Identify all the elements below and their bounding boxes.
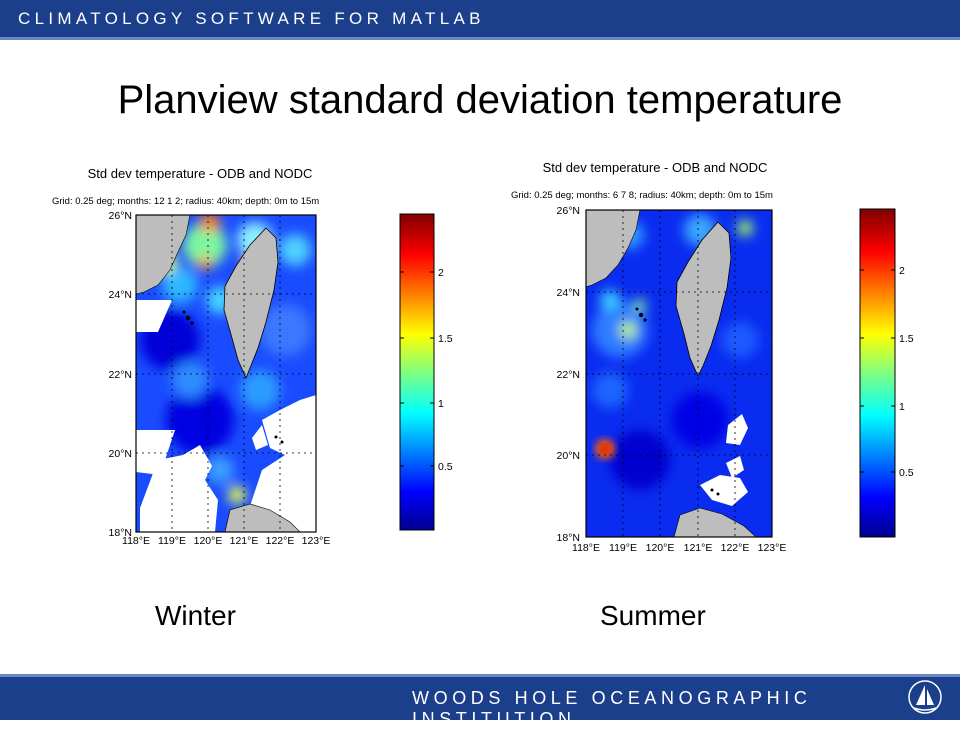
header-brand: CLIMATOLOGY SOFTWARE FOR MATLAB [18,9,485,28]
winter-map-frame [135,214,317,533]
summer-lon-label: 121°E [684,542,713,554]
winter-lat-label: 26°N [109,210,132,222]
summer-colorbar-tick: 1.5 [899,333,914,345]
summer-lat-label: 26°N [557,205,580,217]
summer-lat-label: 22°N [557,369,580,381]
summer-colorbar-tick: 2 [899,265,905,277]
summer-panel: Std dev temperature - ODB and NODC Grid:… [511,160,914,554]
winter-lat-label: 18°N [109,527,132,539]
winter-panel: Std dev temperature - ODB and NODC Grid:… [52,166,453,547]
summer-lon-label: 120°E [646,542,675,554]
winter-lat-label: 20°N [109,448,132,460]
winter-colorbar-tick: 1 [438,398,444,410]
header-rule [0,37,960,40]
summer-lon-label: 118°E [572,542,600,554]
summer-lat-label: 24°N [557,287,580,299]
winter-caption: Winter [155,600,236,631]
summer-caption: Summer [600,600,706,631]
summer-heatmap [586,210,772,537]
summer-lat-label: 18°N [557,532,580,544]
winter-lat-label: 22°N [109,369,132,381]
winter-lon-label: 122°E [266,535,295,547]
winter-lon-label: 121°E [230,535,259,547]
winter-map-subtitle: Grid: 0.25 deg; months: 12 1 2; radius: … [52,196,319,207]
winter-heatmap [136,215,316,532]
summer-colorbar-tick: 1 [899,401,905,413]
winter-colorbar-tick: 1.5 [438,333,453,345]
winter-lat-label: 24°N [109,289,132,301]
summer-lat-axis: 26°N 24°N 22°N 20°N 18°N [557,205,580,544]
winter-map-title: Std dev temperature - ODB and NODC [88,166,313,181]
footer-rule [0,674,960,677]
footer-institution: WOODS HOLE OCEANOGRAPHIC INSTITUTION [412,688,812,729]
summer-colorbar-tick: 0.5 [899,467,914,479]
footer-bar: WOODS HOLE OCEANOGRAPHIC INSTITUTION [0,674,960,729]
summer-lon-axis: 118°E 119°E 120°E 121°E 122°E 123°E [572,542,786,554]
summer-lon-label: 119°E [609,542,637,554]
whoi-sail-logo-icon [908,680,942,714]
summer-lat-label: 20°N [557,450,580,462]
winter-lon-label: 123°E [302,535,331,547]
winter-lat-axis: 26°N 24°N 22°N 20°N 18°N [109,210,132,539]
winter-lon-label: 120°E [194,535,223,547]
summer-lon-label: 123°E [758,542,787,554]
summer-map-title: Std dev temperature - ODB and NODC [543,160,768,175]
winter-lon-axis: 118°E 119°E 120°E 121°E 122°E 123°E [122,535,330,547]
winter-colorbar [399,213,435,531]
summer-map-subtitle: Grid: 0.25 deg; months: 6 7 8; radius: 4… [511,190,773,201]
summer-map-frame [585,209,773,538]
winter-lon-label: 119°E [158,535,186,547]
winter-lon-label: 118°E [122,535,150,547]
header-bar: CLIMATOLOGY SOFTWARE FOR MATLAB [0,0,960,40]
page-title: Planview standard deviation temperature [117,78,843,122]
winter-colorbar-tick: 2 [438,267,444,279]
summer-lon-label: 122°E [721,542,750,554]
summer-colorbar [859,208,896,538]
winter-colorbar-tick: 0.5 [438,461,453,473]
